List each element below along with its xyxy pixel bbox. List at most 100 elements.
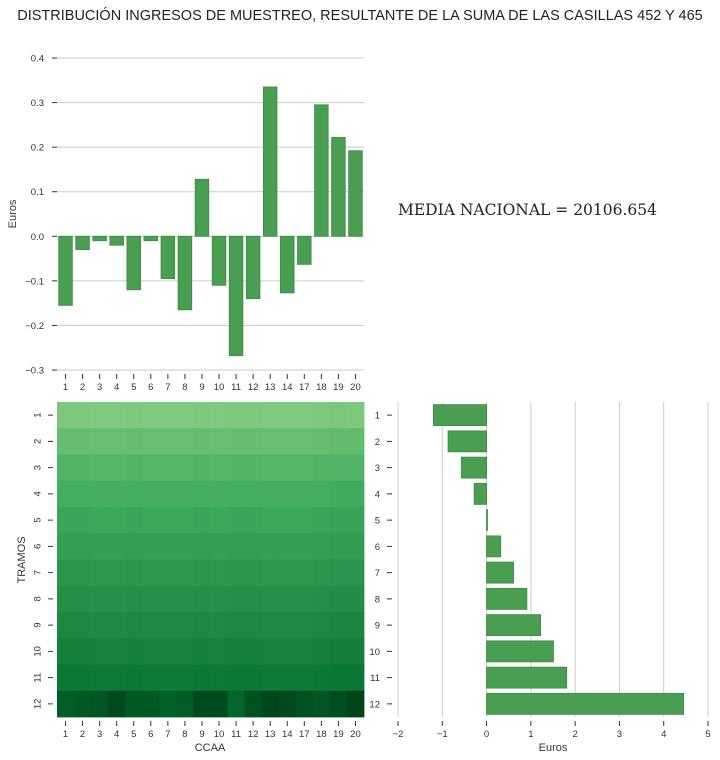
heatmap-cell [193,612,211,639]
heatmap-cell [312,612,331,639]
y-tick-label: 11 [370,673,380,684]
y-tick-label: −0.2 [25,321,44,332]
heatmap-cell [346,507,365,534]
heatmap-cell [278,454,297,482]
x-tick-label: 20 [350,729,361,740]
heatmap-cell [74,690,92,718]
heatmap-cell [142,664,160,692]
bar [486,587,528,610]
heatmap-cell [159,559,177,587]
heatmap-cell [91,638,109,665]
heatmap-cell [295,585,314,613]
heatmap-cell [329,533,348,560]
heatmap-cell [346,402,365,429]
bar [433,404,487,427]
heatmap-cell [108,454,126,482]
heatmap-cell [244,612,263,639]
x-tick-label: 3 [97,729,102,740]
heatmap-cell [312,585,331,613]
heatmap-cell [91,690,109,718]
heatmap-cell [159,533,177,560]
heatmap-cell [176,454,194,482]
x-tick-label: 12 [248,729,259,740]
bar [262,86,278,237]
bar [486,535,502,558]
heatmap-cell [210,690,228,718]
heatmap-cell [244,585,263,613]
heatmap-cell [244,559,263,587]
heatmap-cell [329,428,348,455]
x-axis-label: CCAA [195,742,226,754]
heatmap-cell [227,690,246,718]
heatmap-cell [278,533,297,560]
heatmap-cell [125,507,143,534]
heatmap-cell [329,690,348,718]
heatmap-cell [261,454,280,482]
y-tick-label: 0.0 [31,232,44,243]
y-tick-label: 5 [33,517,44,522]
heatmap-cell [295,612,314,639]
x-tick-label: 8 [182,729,187,740]
y-tick-label: 6 [33,544,44,549]
heatmap-cell [227,480,246,508]
heatmap-cell [210,480,228,508]
heatmap-cell [57,690,75,718]
heatmap-cell [142,454,160,482]
y-tick-label: 0.3 [31,98,44,109]
x-tick-label: 17 [299,729,310,740]
heatmap-cell [74,480,92,508]
heatmap-cell [125,533,143,560]
heatmap-cell [312,533,331,560]
bar [486,509,488,532]
heatmap-cell [278,690,297,718]
heatmap-cell [261,507,280,534]
y-tick-label: −0.3 [25,366,44,377]
heatmap-cell [176,638,194,665]
bar [460,456,487,479]
heatmap-cell [125,664,143,692]
y-tick-label: 3 [375,463,380,474]
y-tick-label: 2 [375,437,380,448]
heatmap-cell [312,507,331,534]
bar [92,235,107,242]
x-tick-label: 2 [572,729,577,740]
heatmap-cell [295,690,314,718]
heatmap-cell [57,638,75,665]
heatmap-cell [227,507,246,534]
heatmap-cell [312,480,331,508]
x-tick-label: 4 [114,729,119,740]
heatmap-cell [210,612,228,639]
heatmap-cell [142,638,160,665]
bar [486,666,568,689]
heatmap-cell [125,480,143,508]
heatmap-cell [244,507,263,534]
heatmap-cell [244,428,263,455]
bar [348,150,363,237]
bar [109,235,124,246]
x-tick-label: 20 [350,382,361,393]
x-tick-label: 19 [333,382,344,393]
x-tick-label: 5 [705,729,710,740]
heatmap-cell [329,507,348,534]
x-tick-label: 18 [316,729,327,740]
heatmap-cell [329,612,348,639]
heatmap-cell [91,402,109,429]
heatmap-cell [108,585,126,613]
y-tick-label: 7 [33,570,44,575]
heatmap-cell [346,690,365,718]
heatmap-cell [210,402,228,429]
y-tick-label: 12 [369,699,380,710]
heatmap-cell [261,428,280,455]
y-tick-label: 5 [375,516,380,527]
heatmap-cell [91,664,109,692]
heatmap-cell [278,428,297,455]
heatmap-cell [91,480,109,508]
heatmap-cell [261,559,280,587]
heatmap-cell [244,402,263,429]
y-tick-label: 1 [33,412,44,417]
heatmap-cell [176,690,194,718]
heatmap-cell [278,480,297,508]
